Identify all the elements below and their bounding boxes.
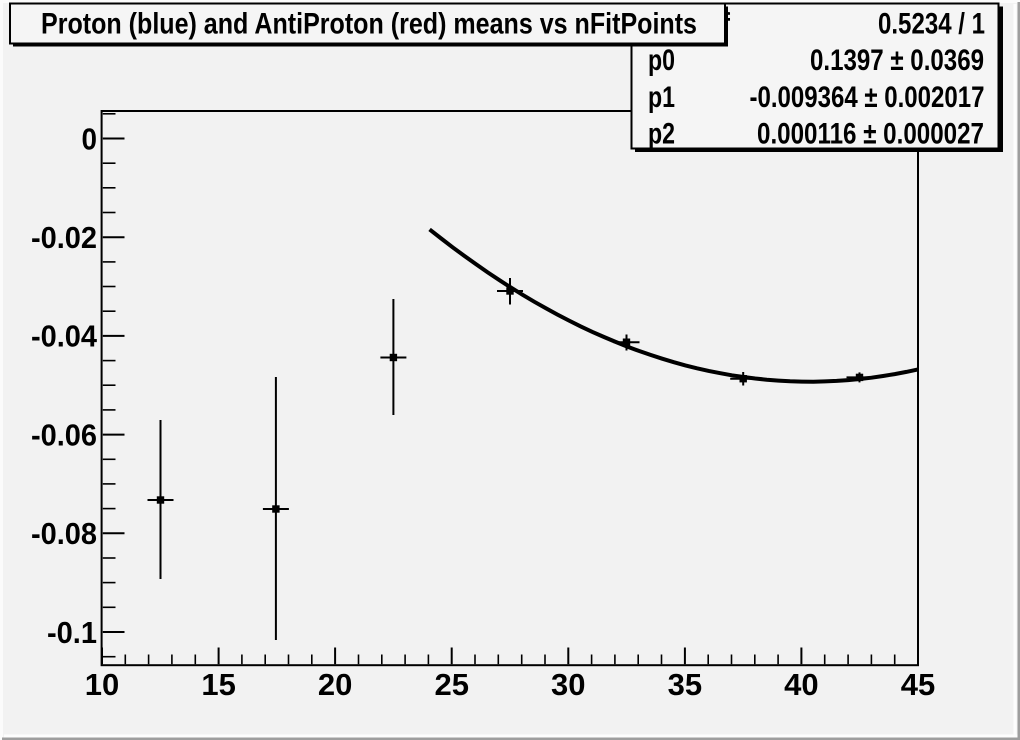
svg-text:35: 35	[668, 667, 702, 702]
svg-text:-0.1: -0.1	[47, 615, 97, 650]
svg-text:-0.02: -0.02	[31, 220, 97, 255]
svg-text:Proton (blue) and AntiProton (: Proton (blue) and AntiProton (red) means…	[41, 8, 697, 41]
svg-text:10: 10	[85, 667, 119, 702]
svg-text:15: 15	[201, 667, 235, 702]
svg-text:p2: p2	[648, 118, 675, 151]
svg-text:0.000116 ± 0.000027: 0.000116 ± 0.000027	[757, 118, 984, 151]
svg-text:-0.009364 ± 0.002017: -0.009364 ± 0.002017	[750, 81, 985, 114]
svg-text:-0.06: -0.06	[31, 417, 97, 452]
svg-text:45: 45	[901, 667, 935, 702]
svg-text:30: 30	[551, 667, 585, 702]
svg-text:-0.04: -0.04	[31, 319, 98, 354]
svg-text:p1: p1	[648, 81, 675, 114]
svg-text:0.1397 ± 0.0369: 0.1397 ± 0.0369	[810, 44, 984, 77]
svg-text:40: 40	[784, 667, 818, 702]
svg-text:0.5234 / 1: 0.5234 / 1	[878, 7, 985, 40]
svg-text:-0.08: -0.08	[31, 516, 97, 551]
svg-text:0: 0	[82, 121, 98, 156]
svg-text:25: 25	[434, 667, 468, 702]
svg-text:p0: p0	[648, 44, 675, 77]
svg-text:20: 20	[318, 667, 352, 702]
